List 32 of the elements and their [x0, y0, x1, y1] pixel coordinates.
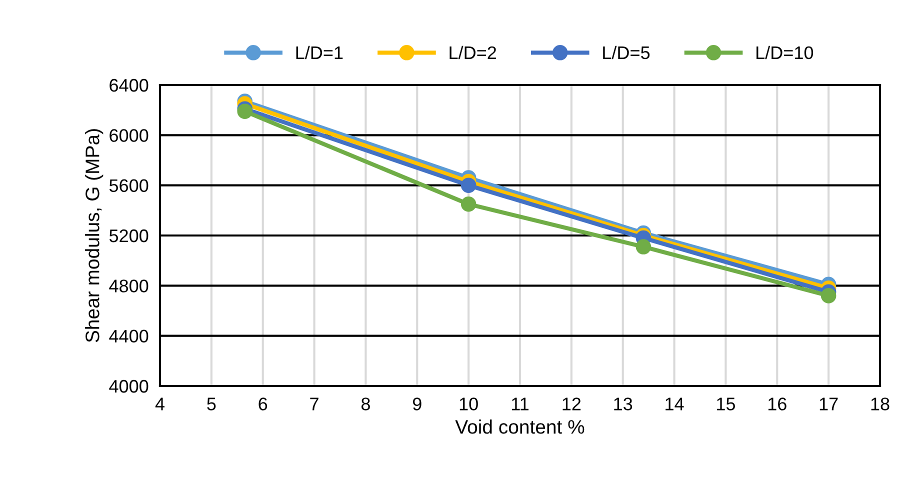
x-tick-label: 9 [412, 398, 422, 410]
y-tick-label: 5200 [109, 229, 148, 242]
point [460, 196, 476, 212]
x-tick-label: 12 [562, 398, 581, 410]
x-tick-label: 10 [460, 398, 478, 410]
point [820, 288, 836, 304]
x-tick-label: 11 [512, 398, 528, 410]
x-axis-title: Void content % [455, 420, 584, 434]
legend-label: L/D=1 [296, 46, 343, 60]
legend-label: L/D=5 [603, 46, 650, 60]
y-tick-label: 4400 [109, 330, 148, 343]
x-tick-label: 18 [871, 398, 890, 410]
x-tick-label: 8 [361, 398, 370, 410]
x-tick-label: 16 [768, 398, 786, 410]
x-tick-label: 6 [258, 398, 268, 410]
x-tick-label: 17 [820, 398, 838, 410]
x-tick-label: 5 [207, 398, 216, 410]
point [460, 178, 476, 193]
legend-label: L/D=10 [756, 46, 814, 60]
y-tick-label: 6000 [110, 129, 148, 142]
x-tick-label: 14 [666, 398, 684, 410]
x-tick-label: 15 [717, 398, 735, 410]
y-tick-label: 4800 [109, 280, 148, 292]
y-tick-label: 6400 [110, 78, 148, 92]
legend-label: L/D=2 [450, 46, 496, 60]
y-tick-label: 4000 [109, 380, 148, 393]
y-tick-label: 5600 [109, 179, 148, 192]
y-axis-title: Shear modulus, G (MPa) [85, 129, 104, 342]
x-tick-label: 4 [155, 398, 164, 410]
x-tick-label: 7 [310, 398, 318, 410]
point [636, 239, 652, 254]
x-tick-label: 13 [614, 398, 632, 410]
